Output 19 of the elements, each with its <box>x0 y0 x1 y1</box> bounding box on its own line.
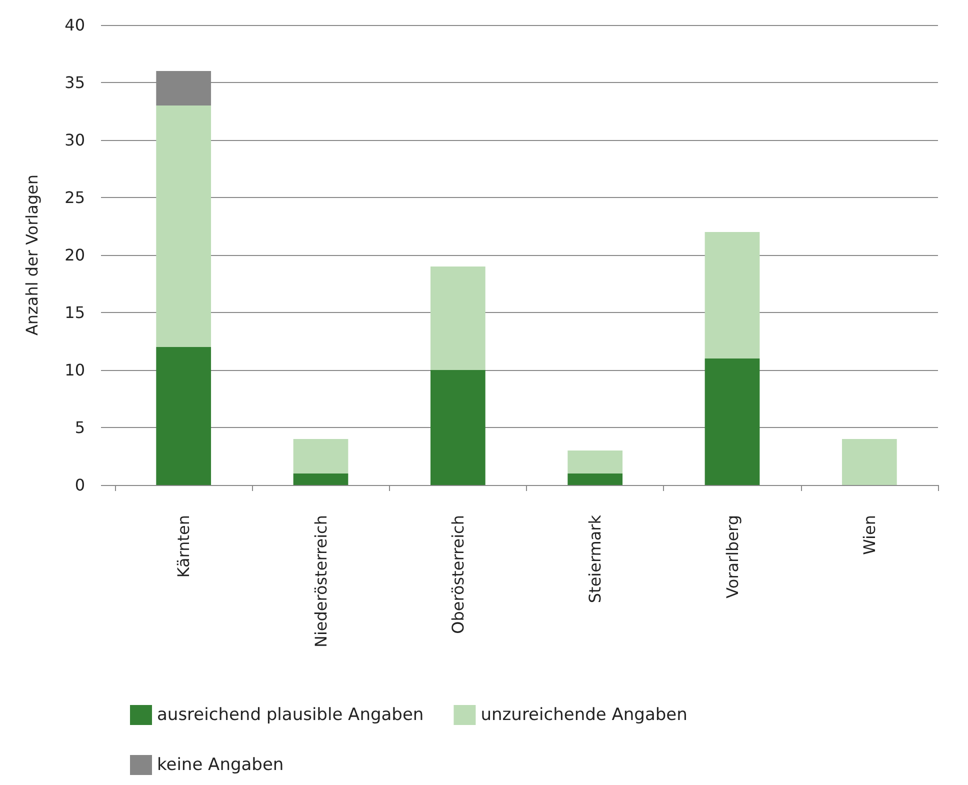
x-tick-label: Vorarlberg <box>722 515 742 598</box>
x-tick-label: Wien <box>860 515 879 555</box>
y-tick-label: 40 <box>64 16 85 34</box>
y-tick-label: 0 <box>74 476 85 494</box>
x-tick-label: Niederösterreich <box>311 515 330 648</box>
x-tick-label: Oberösterreich <box>448 515 468 634</box>
y-tick-label: 30 <box>64 130 85 150</box>
y-tick-label: 35 <box>64 73 85 92</box>
y-tick-label: 20 <box>64 246 85 264</box>
y-axis-title: Anzahl der Vorlagen <box>22 174 42 336</box>
y-tick-label: 25 <box>64 188 85 207</box>
y-tick-label: 10 <box>64 360 85 380</box>
y-tick-label: 15 <box>64 303 85 322</box>
legend-label: ausreichend plausible Angaben <box>157 705 424 725</box>
legend-label: keine Angaben <box>157 755 284 775</box>
x-tick-label: Kärnten <box>174 515 194 578</box>
legend-label: unzureichende Angaben <box>480 705 688 725</box>
y-tick-label: 5 <box>74 418 85 437</box>
x-tick-label: Steiermark <box>586 514 605 604</box>
